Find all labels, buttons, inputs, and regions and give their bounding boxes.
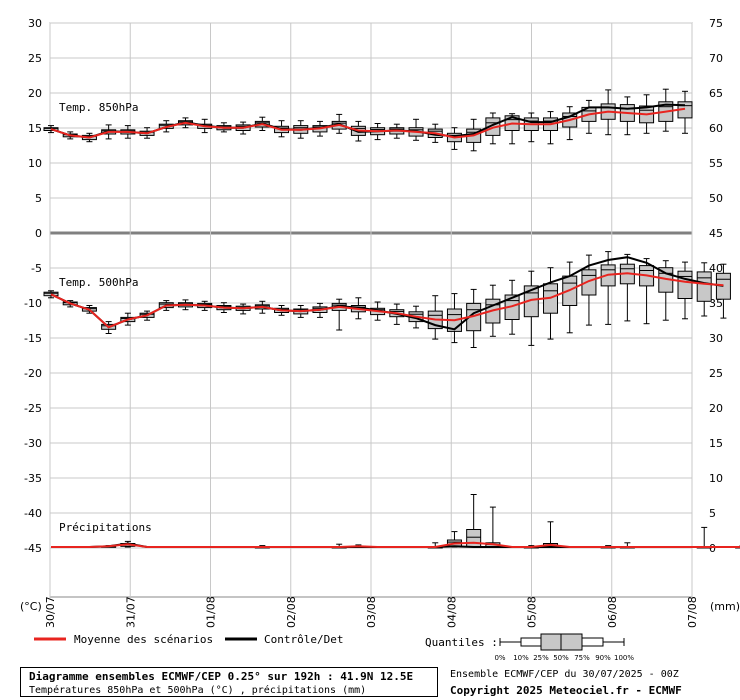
quantile-tick-label: 0% [494, 654, 505, 662]
quantile-tick-label: 25% [533, 654, 549, 662]
date-tick-label: 05/08 [526, 596, 539, 628]
t500-box [677, 270, 693, 300]
right-tick-label: 75 [709, 17, 723, 30]
t850-box [43, 127, 59, 131]
left-tick-label: 25 [28, 52, 42, 65]
date-tick-label: 03/08 [365, 596, 378, 628]
left-tick-label: 0 [35, 227, 42, 240]
t850-mean-line [50, 107, 686, 139]
legend: Moyenne des scénarios Contrôle/Det Quant… [34, 633, 634, 662]
run-info: Ensemble ECMWF/CEP du 30/07/2025 - 00Z [450, 669, 679, 680]
date-tick-label: 31/07 [124, 596, 137, 628]
chart-marks [43, 88, 740, 549]
left-tick-label: -45 [24, 542, 42, 555]
right-tick-label: 60 [709, 122, 723, 135]
right-tick-label: 55 [709, 157, 723, 170]
right-tick-label: 50 [709, 192, 723, 205]
right-tick-label: 35 [709, 297, 723, 310]
quantile-tick-label: 50% [553, 654, 569, 662]
left-tick-label: -20 [24, 367, 42, 380]
date-tick-label: 01/08 [205, 596, 218, 628]
right-tick-label: 15 [709, 437, 723, 450]
t500-box [581, 269, 597, 296]
panel-label-t500: Temp. 500hPa [59, 276, 138, 289]
quantile-tick-label: 100% [614, 654, 634, 662]
left-axis-unit: (°C) [20, 600, 42, 613]
right-tick-label: 40 [709, 262, 723, 275]
right-tick-label: 25 [709, 367, 723, 380]
right-tick-label: 45 [709, 227, 723, 240]
right-tick-label: 20 [709, 402, 723, 415]
quantile-tick-label: 90% [595, 654, 611, 662]
left-tick-label: -25 [24, 402, 42, 415]
date-tick-label: 02/08 [285, 596, 298, 628]
left-tick-label: -40 [24, 507, 42, 520]
legend-control-label: Contrôle/Det [264, 633, 343, 646]
legend-mean-label: Moyenne des scénarios [74, 633, 213, 646]
t500-box [696, 271, 712, 302]
quantile-tick-label: 75% [574, 654, 590, 662]
left-tick-label: -15 [24, 332, 42, 345]
chart-subtitle: Températures 850hPa et 500hPa (°C) , pré… [29, 685, 367, 696]
t500-box [43, 291, 59, 297]
date-tick-label: 30/07 [44, 596, 57, 628]
left-tick-label: -30 [24, 437, 42, 450]
left-tick-label: -10 [24, 297, 42, 310]
quantiles-label: Quantiles : [425, 636, 498, 649]
left-tick-label: 20 [28, 87, 42, 100]
footer-title-box: Diagramme ensembles ECMWF/CEP 0.25° sur … [20, 667, 438, 697]
left-tick-label: 15 [28, 122, 42, 135]
right-tick-label: 0 [709, 542, 716, 555]
quantile-tick-label: 10% [513, 654, 529, 662]
right-tick-label: 10 [709, 472, 723, 485]
left-tick-label: -35 [24, 472, 42, 485]
left-tick-label: 5 [35, 192, 42, 205]
date-tick-label: 06/08 [606, 596, 619, 628]
chart-title: Diagramme ensembles ECMWF/CEP 0.25° sur … [29, 670, 414, 683]
t500-box [715, 272, 731, 300]
panel-label-t850: Temp. 850hPa [59, 101, 138, 114]
left-tick-label: 30 [28, 17, 42, 30]
right-tick-label: 65 [709, 87, 723, 100]
right-tick-label: 30 [709, 332, 723, 345]
date-tick-label: 07/08 [686, 596, 699, 628]
right-tick-label: 5 [709, 507, 716, 520]
precip-box [466, 529, 482, 548]
date-tick-label: 04/08 [445, 596, 458, 628]
right-tick-label: 70 [709, 52, 723, 65]
right-axis-unit: (mm) [710, 600, 740, 613]
quantiles-glyph: 0% 10% 25% 50% 75% 90% 100% [494, 633, 634, 662]
copyright: Copyright 2025 Meteociel.fr - ECMWF [450, 684, 682, 697]
panel-label-precip: Précipitations [59, 521, 152, 534]
left-tick-label: -5 [31, 262, 42, 275]
left-tick-label: 10 [28, 157, 42, 170]
precip-mean-line [51, 541, 740, 548]
t500-mean-line [50, 272, 724, 329]
